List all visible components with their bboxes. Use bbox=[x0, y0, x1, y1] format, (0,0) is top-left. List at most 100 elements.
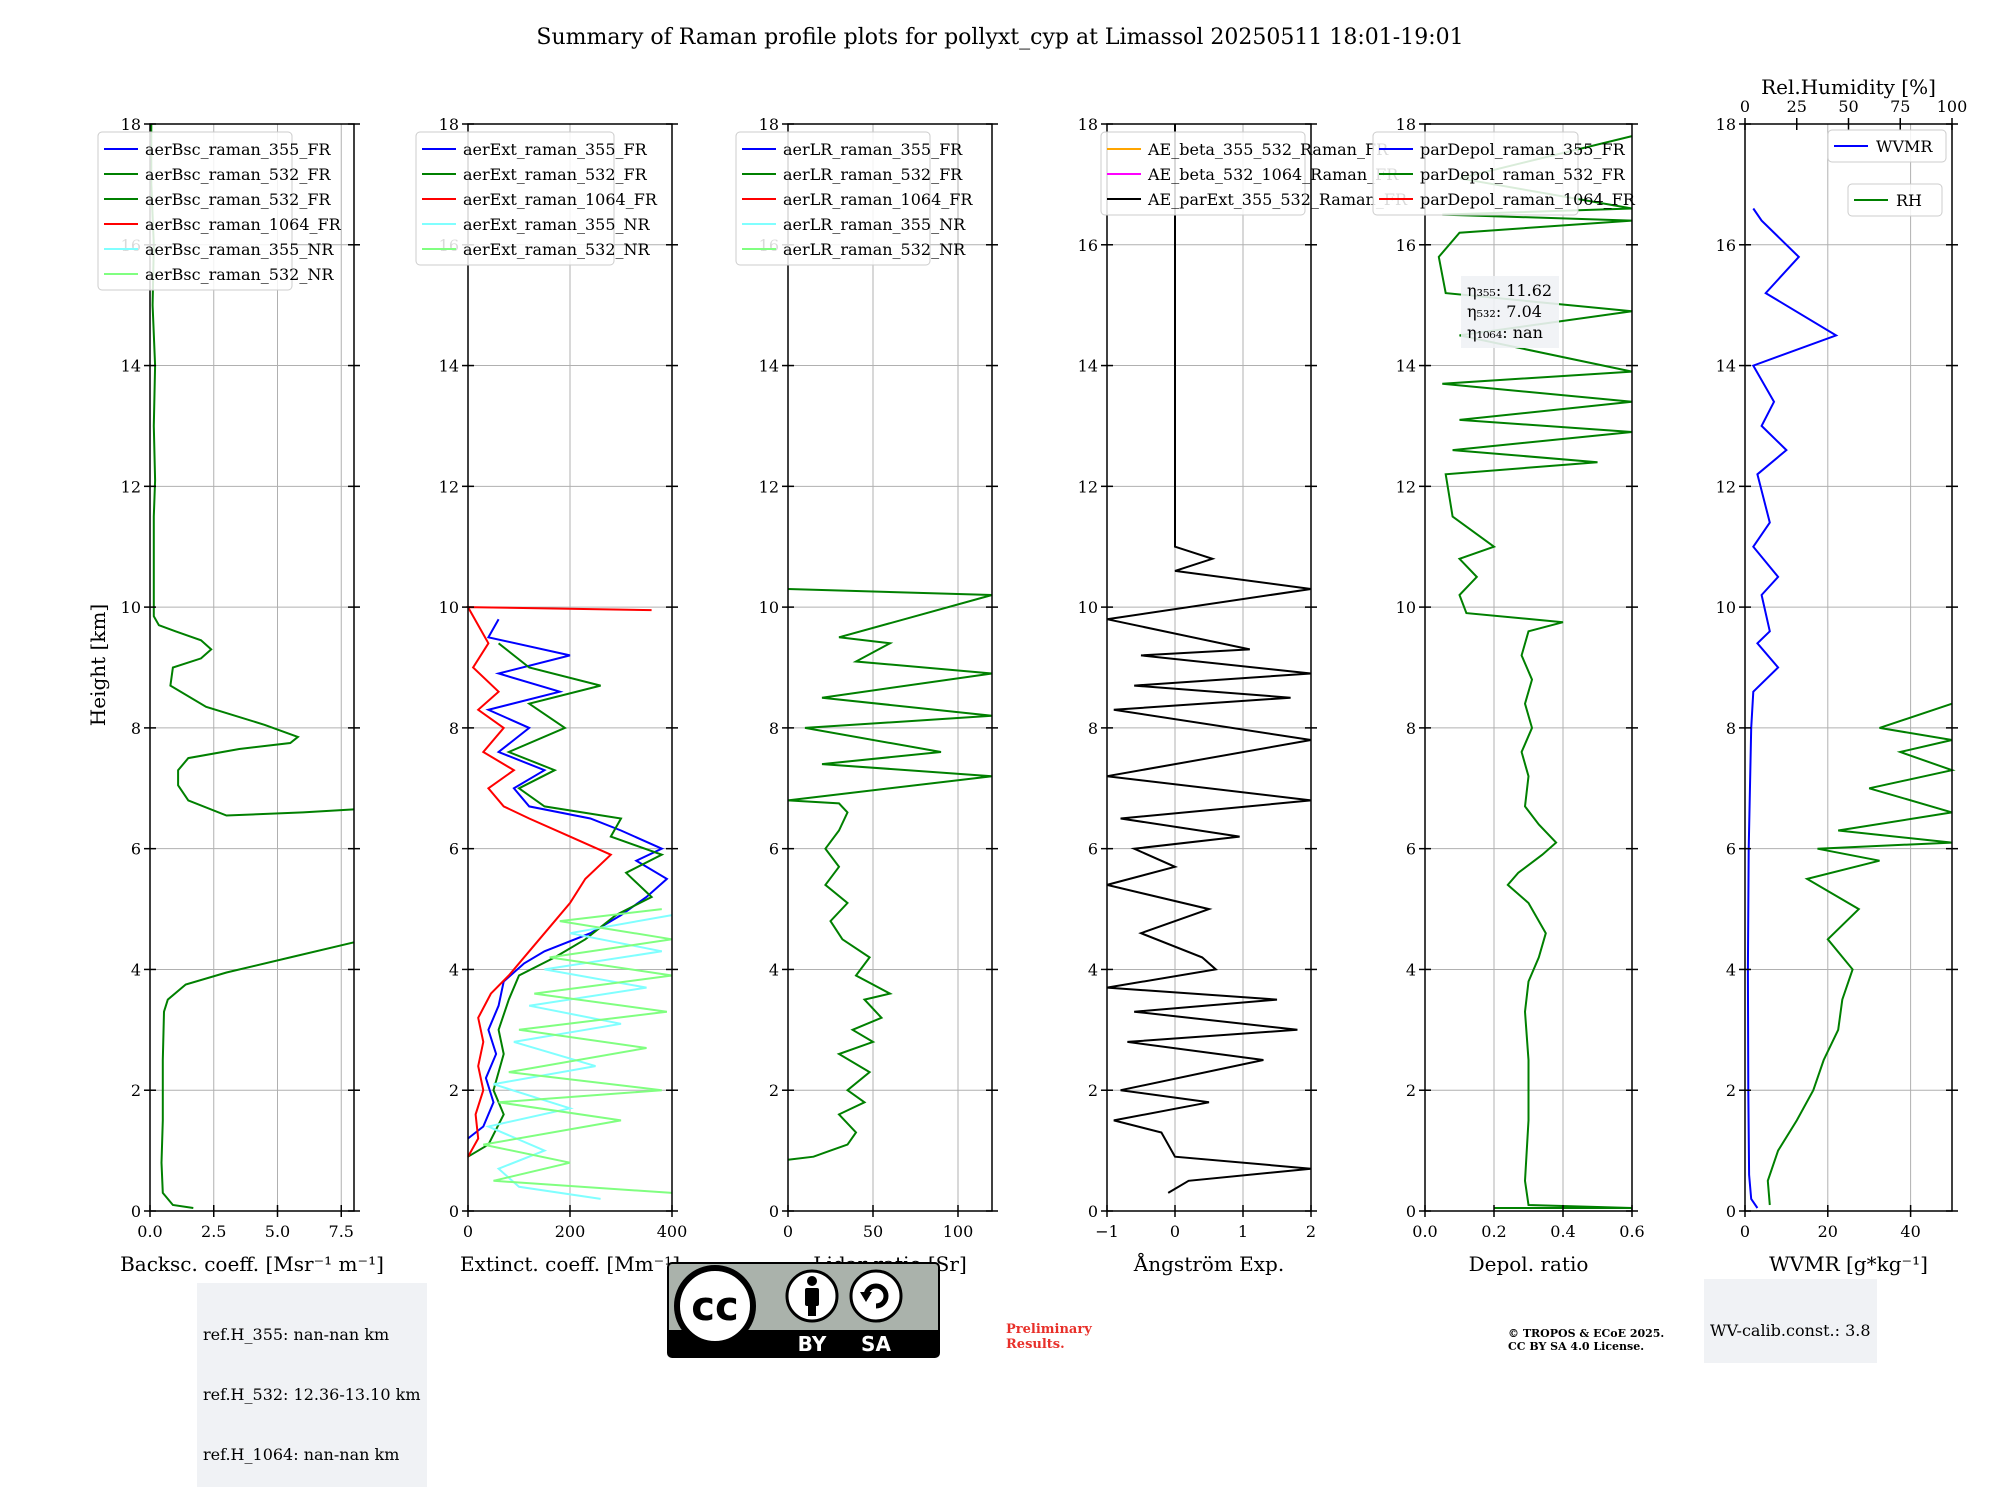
top-x-axis-label: Rel.Humidity [%] bbox=[1761, 75, 1936, 99]
x-tick-label: 0.4 bbox=[1550, 1222, 1575, 1241]
top-x-tick-label: 0 bbox=[1740, 97, 1750, 116]
legend-label: aerLR_raman_355_NR bbox=[783, 215, 966, 234]
legend-label: aerLR_raman_1064_FR bbox=[783, 190, 973, 209]
y-tick-label: 10 bbox=[439, 598, 459, 617]
wv-calib-text: WV-calib.const.: 3.8 bbox=[1710, 1321, 1871, 1340]
ref-info-line: ref.H_355: nan-nan km bbox=[203, 1325, 390, 1344]
series-line bbox=[787, 588, 993, 1161]
y-tick-label: 12 bbox=[121, 477, 141, 496]
legend-label: aerExt_raman_1064_FR bbox=[463, 190, 658, 209]
raman-summary-figure: Summary of Raman profile plots for polly… bbox=[86, 25, 1967, 1276]
reference-height-info: ref.H_355: nan-nan km ref.H_532: 12.36-1… bbox=[197, 1283, 427, 1487]
top-x-tick-label: 75 bbox=[1890, 97, 1910, 116]
y-axis-label: Height [km] bbox=[86, 604, 110, 726]
x-axis-label: Ångström Exp. bbox=[1133, 1251, 1284, 1276]
legend-label: AE_beta_355_532_Raman_FR bbox=[1147, 140, 1389, 159]
x-axis-label: Extinct. coeff. [Mm⁻¹] bbox=[460, 1252, 680, 1276]
legend-label: WVMR bbox=[1876, 137, 1933, 156]
y-tick-label: 18 bbox=[759, 115, 779, 134]
legend-box bbox=[1827, 129, 1947, 163]
y-tick-label: 0 bbox=[1726, 1202, 1736, 1221]
cc-sa-label: SA bbox=[861, 1332, 891, 1356]
top-x-tick-label: 50 bbox=[1838, 97, 1858, 116]
plot-frame bbox=[787, 123, 993, 1212]
eta-annotation-box bbox=[1461, 276, 1559, 348]
x-tick-label: 50 bbox=[863, 1222, 883, 1241]
y-tick-label: 0 bbox=[449, 1202, 459, 1221]
cc-by-sa-icon: cc BY SA bbox=[667, 1262, 940, 1358]
x-tick-label: 0.0 bbox=[1412, 1222, 1437, 1241]
y-tick-label: 18 bbox=[1716, 115, 1736, 134]
y-tick-label: 12 bbox=[1078, 477, 1098, 496]
x-tick-label: 100 bbox=[943, 1222, 974, 1241]
x-tick-label: 0.2 bbox=[1481, 1222, 1506, 1241]
y-tick-label: 14 bbox=[759, 357, 779, 376]
y-tick-label: 10 bbox=[121, 598, 141, 617]
eta-annotation-line: η₅₃₂: 7.04 bbox=[1467, 302, 1542, 321]
series-line bbox=[467, 642, 665, 1158]
y-tick-label: 4 bbox=[449, 960, 459, 979]
legend-label: aerExt_raman_532_FR bbox=[463, 165, 648, 184]
panel-3: 024681012141618050100Lidar ratio [Sr]aer… bbox=[735, 115, 998, 1276]
y-tick-label: 4 bbox=[1088, 960, 1098, 979]
legend-label: RH bbox=[1896, 191, 1922, 210]
legend-label: aerLR_raman_532_NR bbox=[783, 240, 966, 259]
y-tick-label: 18 bbox=[121, 115, 141, 134]
y-tick-label: 12 bbox=[439, 477, 459, 496]
y-tick-label: 2 bbox=[131, 1081, 141, 1100]
y-tick-label: 8 bbox=[1726, 719, 1736, 738]
x-tick-label: 40 bbox=[1900, 1222, 1920, 1241]
y-tick-label: 2 bbox=[1088, 1081, 1098, 1100]
y-tick-label: 2 bbox=[1726, 1081, 1736, 1100]
y-tick-label: 16 bbox=[1716, 236, 1736, 255]
cc-badge-text: cc bbox=[691, 1284, 738, 1330]
legend-label: parDepol_raman_1064_FR bbox=[1420, 190, 1636, 209]
y-tick-label: 10 bbox=[1396, 598, 1416, 617]
legend-label: aerBsc_raman_532_FR bbox=[145, 190, 331, 209]
legend-box bbox=[415, 131, 615, 266]
series-line bbox=[1746, 207, 1839, 1209]
y-tick-label: 18 bbox=[1078, 115, 1098, 134]
y-tick-label: 6 bbox=[449, 840, 459, 859]
y-tick-label: 4 bbox=[769, 960, 779, 979]
y-tick-label: 0 bbox=[769, 1202, 779, 1221]
legend-label: aerBsc_raman_355_FR bbox=[145, 140, 331, 159]
x-axis-label: Depol. ratio bbox=[1469, 1252, 1589, 1276]
y-tick-label: 8 bbox=[131, 719, 141, 738]
legend-label: parDepol_raman_532_FR bbox=[1420, 165, 1626, 184]
x-tick-label: 0 bbox=[1170, 1222, 1180, 1241]
ref-info-line: ref.H_532: 12.36-13.10 km bbox=[203, 1385, 421, 1404]
legend-label: aerBsc_raman_532_FR bbox=[145, 165, 331, 184]
legend-box bbox=[735, 131, 931, 266]
y-tick-label: 8 bbox=[449, 719, 459, 738]
plot-frame bbox=[1106, 123, 1312, 1212]
y-tick-label: 6 bbox=[769, 840, 779, 859]
series-line bbox=[485, 914, 673, 1200]
ref-info-line: ref.H_1064: nan-nan km bbox=[203, 1445, 400, 1464]
legend-box bbox=[97, 131, 293, 291]
y-tick-label: 14 bbox=[1078, 357, 1098, 376]
legend-box bbox=[1372, 131, 1579, 216]
legend-label: aerLR_raman_355_FR bbox=[783, 140, 963, 159]
copyright-line: CC BY SA 4.0 License. bbox=[1508, 1340, 1645, 1353]
x-tick-label: 0 bbox=[1740, 1222, 1750, 1241]
legend-label: aerExt_raman_532_NR bbox=[463, 240, 651, 259]
y-tick-label: 14 bbox=[121, 357, 141, 376]
x-axis-label: WVMR [g*kg⁻¹] bbox=[1769, 1252, 1928, 1276]
y-tick-label: 18 bbox=[1396, 115, 1416, 134]
x-tick-label: 20 bbox=[1818, 1222, 1838, 1241]
y-tick-label: 2 bbox=[449, 1081, 459, 1100]
y-tick-label: 10 bbox=[759, 598, 779, 617]
x-tick-label: 0.0 bbox=[137, 1222, 162, 1241]
figure-title: Summary of Raman profile plots for polly… bbox=[536, 25, 1463, 50]
copyright-line: © TROPOS & ECoE 2025. bbox=[1508, 1327, 1665, 1340]
x-tick-label: 400 bbox=[657, 1222, 688, 1241]
plot-frame bbox=[1744, 123, 1953, 1212]
y-tick-label: 18 bbox=[439, 115, 459, 134]
y-tick-label: 6 bbox=[131, 840, 141, 859]
legend-label: aerBsc_raman_1064_FR bbox=[145, 215, 342, 234]
y-tick-label: 14 bbox=[1396, 357, 1416, 376]
x-tick-label: 2.5 bbox=[201, 1222, 226, 1241]
series-line bbox=[160, 941, 355, 1209]
